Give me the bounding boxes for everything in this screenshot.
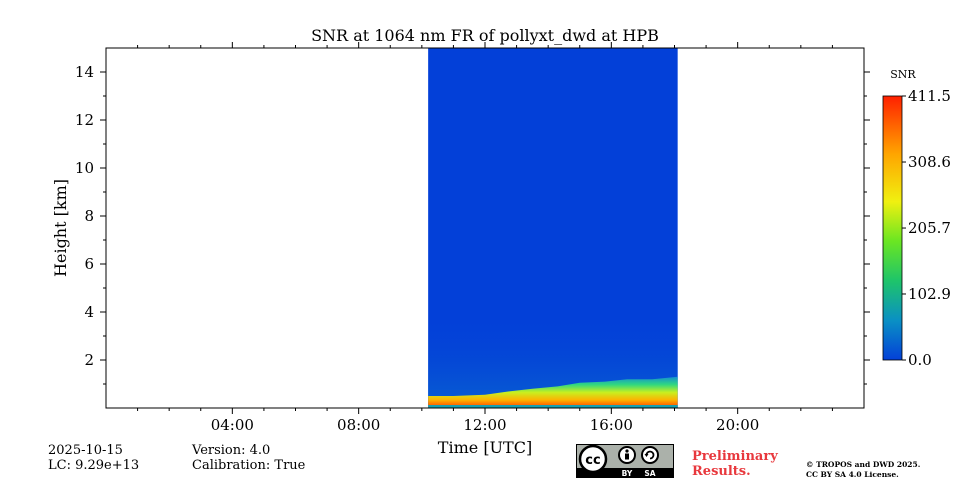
preliminary-line2: Results.	[692, 464, 751, 479]
x-axis-label: Time [UTC]	[438, 438, 532, 457]
colorbar-tick-label: 308.6	[908, 153, 951, 171]
preliminary-results-note: Preliminary Results.	[692, 449, 778, 479]
x-tick-label: 08:00	[337, 416, 380, 434]
cc-icon-text: cc	[585, 453, 600, 468]
cc-icon	[578, 444, 608, 474]
y-tick-label: 2	[84, 351, 94, 369]
x-tick-label: 20:00	[716, 416, 759, 434]
snr-heatmap	[428, 48, 678, 408]
colorbar-tick-label: 411.5	[908, 87, 951, 105]
y-tick-label: 14	[75, 63, 94, 81]
copyright-line2: CC BY SA 4.0 License.	[806, 470, 899, 479]
colorbar-label: SNR	[890, 68, 916, 81]
calibration-label: Calibration: True	[192, 458, 306, 473]
colorbar-tick-label: 0.0	[908, 351, 932, 369]
copyright-note: © TROPOS and DWD 2025. CC BY SA 4.0 Lice…	[806, 460, 920, 480]
colorbar-ticks: 0.0 102.9 205.7 308.6 411.5	[902, 87, 951, 369]
colorbar-tick-label: 102.9	[908, 285, 951, 303]
x-axis: 04:00 08:00 12:00 16:00 20:00	[137, 42, 833, 434]
lidar-constant-label: LC: 9.29e+13	[48, 458, 140, 473]
y-axis-label: Height [km]	[51, 179, 70, 277]
x-tick-label: 12:00	[463, 416, 506, 434]
chart-title: SNR at 1064 nm FR of pollyxt_dwd at HPB	[311, 26, 659, 45]
y-tick-label: 6	[84, 255, 94, 273]
by-text: BY	[622, 469, 633, 478]
version-label: Version: 4.0	[192, 443, 271, 458]
date-label: 2025-10-15	[48, 443, 123, 458]
sa-icon	[641, 446, 659, 464]
cc-by-sa-badge: cc BY SA	[576, 444, 674, 478]
sa-text: SA	[644, 469, 655, 478]
y-tick-label: 8	[84, 207, 94, 225]
y-tick-label: 4	[84, 303, 94, 321]
y-tick-label: 12	[75, 111, 94, 129]
y-axis: 2 4 6 8 10 12 14	[75, 63, 870, 385]
ground-strip	[428, 405, 678, 408]
x-tick-label: 16:00	[590, 416, 633, 434]
y-tick-label: 10	[75, 159, 94, 177]
copyright-line1: © TROPOS and DWD 2025.	[806, 460, 921, 469]
boundary-layer	[428, 376, 678, 408]
colorbar-tick-label: 205.7	[908, 219, 951, 237]
colorbar	[882, 95, 903, 361]
preliminary-line1: Preliminary	[692, 449, 778, 464]
x-tick-label: 04:00	[211, 416, 254, 434]
